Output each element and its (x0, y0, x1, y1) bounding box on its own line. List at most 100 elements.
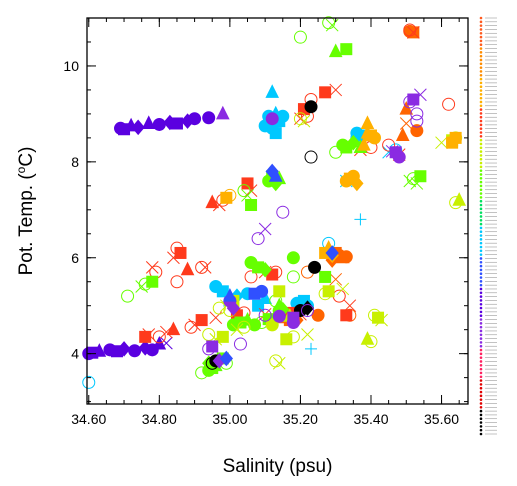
data-point (305, 342, 318, 355)
data-point (237, 320, 251, 334)
data-points (82, 16, 466, 389)
legend-marker (479, 295, 483, 298)
data-point (322, 285, 335, 298)
data-point (343, 299, 357, 313)
data-point (346, 134, 361, 151)
legend-marker (479, 196, 483, 199)
legend-marker (479, 314, 483, 317)
data-point (141, 115, 156, 129)
legend-marker (479, 100, 483, 104)
legend-marker (479, 28, 483, 31)
data-point (131, 119, 145, 136)
legend-marker (479, 318, 483, 321)
legend-marker (479, 169, 483, 172)
legend-marker (479, 394, 483, 398)
data-point (216, 330, 229, 343)
legend-marker (479, 417, 483, 421)
legend-marker (479, 192, 483, 195)
legend-marker (479, 16, 483, 20)
data-point (174, 246, 187, 259)
data-point (273, 285, 286, 298)
data-point (407, 93, 420, 106)
data-point (329, 83, 343, 97)
legend-marker (479, 245, 483, 249)
data-point (399, 117, 413, 130)
legend-marker (479, 93, 483, 96)
legend-marker (479, 432, 483, 436)
x-axis-label: Salinity (psu) (223, 456, 333, 477)
data-point (184, 320, 198, 334)
data-point (364, 335, 378, 349)
legend-marker (479, 173, 483, 176)
data-point (410, 124, 424, 138)
data-point (216, 105, 230, 120)
data-point (244, 270, 258, 284)
legend-marker (479, 283, 483, 287)
data-point (293, 30, 307, 44)
legend-marker (479, 371, 483, 375)
legend-marker (479, 142, 483, 146)
legend-marker (479, 364, 483, 367)
data-point (128, 344, 142, 358)
data-point (304, 150, 318, 164)
data-point (319, 86, 332, 99)
legend-marker (479, 165, 483, 169)
legend-marker (479, 390, 483, 394)
legend-marker (479, 211, 483, 214)
legend-marker (479, 287, 483, 291)
legend-marker (479, 238, 483, 241)
data-point (251, 232, 265, 246)
legend-marker (479, 31, 483, 35)
data-point (449, 131, 462, 144)
data-point (346, 169, 360, 183)
data-point (272, 309, 286, 323)
legend-marker (479, 291, 483, 295)
data-point (449, 196, 463, 210)
legend-marker (479, 325, 483, 329)
legend-marker (479, 299, 483, 302)
data-point (364, 129, 377, 142)
data-point (442, 97, 456, 111)
legend-marker (479, 43, 483, 47)
legend-marker (479, 333, 483, 337)
data-point (286, 315, 300, 329)
legend-marker (479, 280, 483, 283)
legend-marker (479, 272, 483, 276)
data-point (206, 340, 219, 353)
data-point (170, 117, 183, 130)
data-point (117, 341, 131, 357)
legend-marker (479, 367, 483, 371)
x-tick-label: 35.20 (283, 411, 318, 427)
data-point (272, 356, 286, 370)
data-point (395, 127, 410, 141)
legend-marker (479, 123, 483, 127)
legend-marker (479, 348, 483, 352)
data-point (237, 184, 251, 198)
legend-marker (479, 428, 483, 432)
legend-marker (479, 203, 483, 207)
legend-marker (479, 35, 483, 39)
data-point (406, 26, 420, 39)
legend-marker (479, 58, 483, 62)
legend-marker (479, 360, 483, 363)
data-point (152, 117, 166, 131)
data-point (382, 138, 396, 152)
data-point (82, 375, 96, 389)
data-point (357, 136, 371, 151)
data-point (92, 343, 107, 357)
data-point (265, 84, 280, 98)
legend-marker (479, 47, 483, 50)
legend-marker (479, 234, 483, 237)
legend-marker (479, 421, 483, 424)
legend-marker (479, 398, 483, 401)
data-point (220, 191, 233, 204)
y-tick-label: 4 (71, 346, 79, 362)
data-point (410, 114, 424, 128)
data-point (280, 333, 293, 346)
legend-marker (479, 383, 483, 386)
data-point (301, 328, 314, 341)
legend-marker (479, 135, 483, 138)
data-point (360, 331, 375, 345)
legend-marker (479, 138, 483, 142)
data-point (340, 309, 353, 322)
